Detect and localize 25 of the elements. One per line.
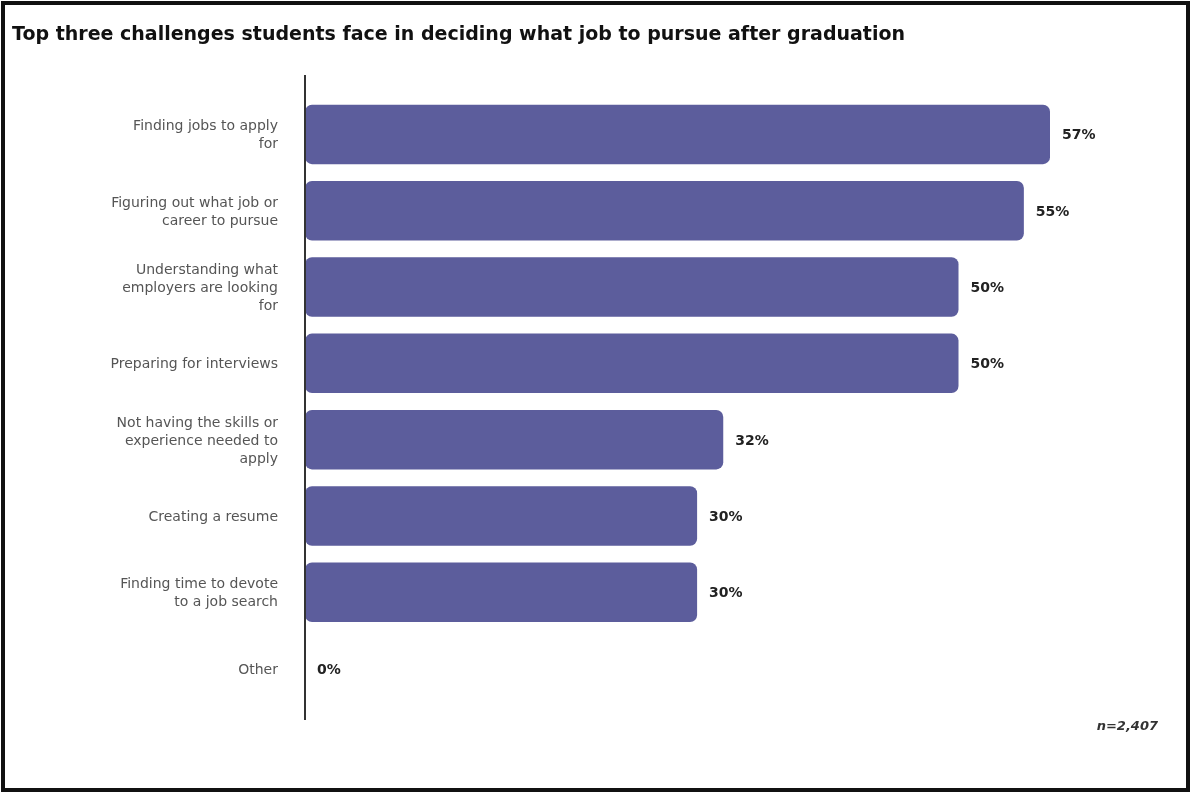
data-label: 57% <box>1062 126 1096 143</box>
data-label: 32% <box>735 431 769 448</box>
bar <box>305 257 959 317</box>
data-label: 30% <box>709 584 743 601</box>
bar <box>305 333 959 394</box>
chart-title: Top three challenges students face in deciding what job to pursue after graduation <box>12 22 906 44</box>
y-tick-label: Figuring out what job or career to pursue <box>111 193 279 228</box>
y-tick-label: Finding jobs to apply for <box>133 117 279 152</box>
y-tick-label: Not having the skills or experience needed to apply <box>116 413 279 466</box>
data-label: 50% <box>970 355 1005 372</box>
bar <box>305 409 724 470</box>
bar <box>305 104 1050 165</box>
bar <box>305 562 698 623</box>
y-tick-label: Understanding what employers are looking for <box>122 261 279 314</box>
y-tick-label: Other <box>238 660 279 677</box>
data-label: 0% <box>317 660 341 677</box>
bar <box>305 486 698 546</box>
data-label: 50% <box>970 279 1005 296</box>
data-label: 30% <box>709 507 743 524</box>
y-tick-label: Finding time to devote to a job search <box>120 575 278 610</box>
text: n=2,407 <box>1096 718 1159 733</box>
data-label: 55% <box>1035 202 1070 219</box>
y-tick-label: Preparing for interviews <box>110 355 278 372</box>
bar <box>305 180 1024 241</box>
y-tick-label: Creating a resume <box>148 507 278 524</box>
